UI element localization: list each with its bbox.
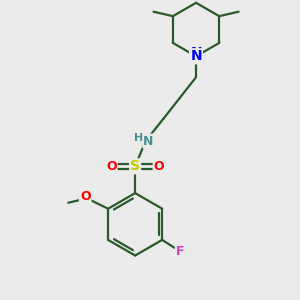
Text: O: O [80, 190, 91, 203]
Text: H: H [134, 133, 144, 142]
Text: N: N [190, 49, 202, 63]
Text: N: N [143, 135, 154, 148]
Text: O: O [106, 160, 117, 173]
Text: S: S [130, 159, 140, 173]
Text: F: F [176, 245, 184, 258]
Text: O: O [154, 160, 164, 173]
Text: N: N [190, 46, 202, 60]
